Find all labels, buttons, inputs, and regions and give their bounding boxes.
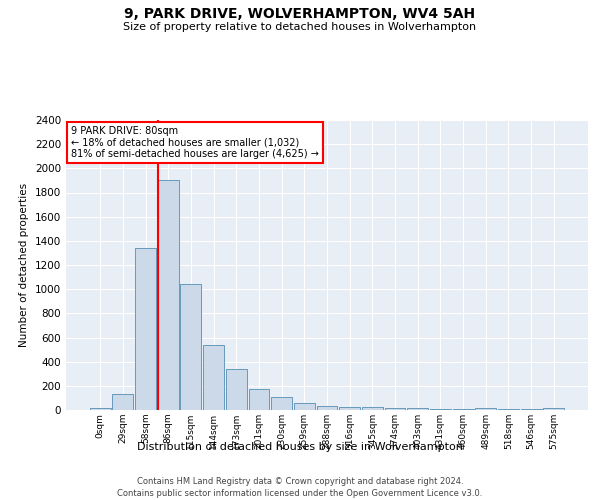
Bar: [158, 180, 179, 410]
Bar: [385, 408, 406, 410]
Bar: [248, 390, 269, 410]
Y-axis label: Number of detached properties: Number of detached properties: [19, 183, 29, 347]
Bar: [544, 408, 564, 410]
Text: Size of property relative to detached houses in Wolverhampton: Size of property relative to detached ho…: [124, 22, 476, 32]
Bar: [112, 394, 133, 410]
Bar: [362, 408, 383, 410]
Bar: [475, 408, 496, 410]
Bar: [203, 345, 224, 410]
Bar: [339, 406, 360, 410]
Bar: [135, 248, 156, 410]
Bar: [90, 408, 110, 410]
Text: 9 PARK DRIVE: 80sqm
← 18% of detached houses are smaller (1,032)
81% of semi-det: 9 PARK DRIVE: 80sqm ← 18% of detached ho…: [71, 126, 319, 159]
Bar: [317, 406, 337, 410]
Bar: [271, 396, 292, 410]
Bar: [430, 408, 451, 410]
Text: Contains public sector information licensed under the Open Government Licence v3: Contains public sector information licen…: [118, 489, 482, 498]
Text: 9, PARK DRIVE, WOLVERHAMPTON, WV4 5AH: 9, PARK DRIVE, WOLVERHAMPTON, WV4 5AH: [124, 8, 476, 22]
Text: Distribution of detached houses by size in Wolverhampton: Distribution of detached houses by size …: [137, 442, 463, 452]
Bar: [226, 369, 247, 410]
Bar: [407, 408, 428, 410]
Bar: [181, 284, 202, 410]
Text: Contains HM Land Registry data © Crown copyright and database right 2024.: Contains HM Land Registry data © Crown c…: [137, 478, 463, 486]
Bar: [294, 404, 315, 410]
